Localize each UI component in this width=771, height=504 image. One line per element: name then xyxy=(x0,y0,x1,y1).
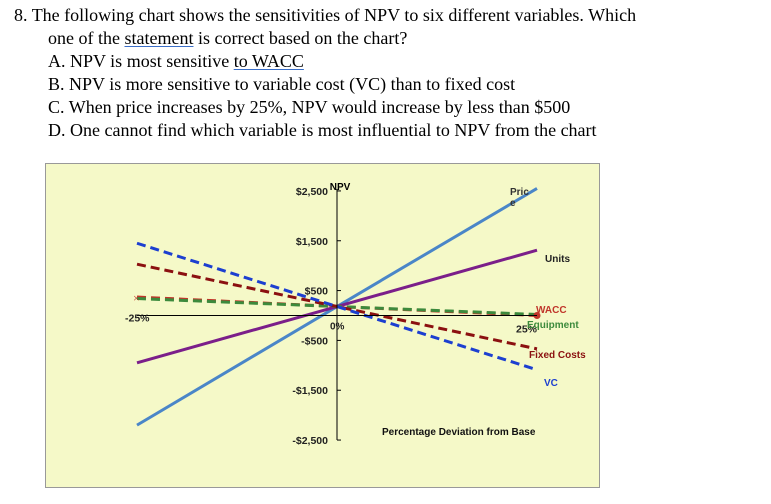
question-block: 8. The following chart shows the sensiti… xyxy=(0,0,771,150)
option-d[interactable]: D. One cannot find which variable is mos… xyxy=(48,120,597,140)
series-marker-wacc-left: × xyxy=(133,291,140,305)
y-tick-label: -$2,500 xyxy=(292,435,328,447)
x-tick-label-left: -25% xyxy=(125,312,150,324)
series-label-vc: VC xyxy=(544,378,558,389)
y-tick-label: -$500 xyxy=(301,335,328,347)
y-tick-label: -$1,500 xyxy=(292,385,328,397)
series-label-units: Units xyxy=(545,254,570,265)
x-tick-label-right: 25% xyxy=(516,323,538,335)
question-stem: 8. The following chart shows the sensiti… xyxy=(14,4,636,26)
x-tick-label-zero: 0% xyxy=(330,321,345,332)
option-c[interactable]: C. When price increases by 25%, NPV woul… xyxy=(48,97,571,117)
option-b[interactable]: B. NPV is more sensitive to variable cos… xyxy=(48,74,516,94)
series-label-equipment: Equipment xyxy=(527,320,579,331)
y-tick-label: $500 xyxy=(305,286,329,298)
x-axis-title: Percentage Deviation from Base xyxy=(382,427,536,438)
y-tick-label: $1,500 xyxy=(296,236,328,248)
plot-area xyxy=(45,163,600,488)
y-axis-title: NPV xyxy=(330,182,351,193)
question-number: 8. xyxy=(14,5,28,25)
option-a[interactable]: A. NPV is most sensitive to WACC xyxy=(48,51,304,71)
question-line1: The following chart shows the sensitivit… xyxy=(31,5,637,25)
series-label-price: Pric xyxy=(510,187,529,198)
question-line2: one of the statement is correct based on… xyxy=(48,28,408,48)
series-label-fixed-costs: Fixed Costs xyxy=(529,350,586,361)
sensitivity-chart: × $2,500 $1,500 $500 -$500 -$1,500 -$2,500 NPV… xyxy=(45,163,600,488)
option-a-link[interactable]: to WACC xyxy=(233,51,304,71)
y-tick-label: $2,500 xyxy=(296,186,328,198)
series-label-price: e xyxy=(510,198,516,209)
series-label-wacc: WACC xyxy=(536,305,567,316)
chart-svg: × $2,500 $1,500 $500 -$500 -$1,500 -$2,500 NPV… xyxy=(45,163,600,488)
statement-link[interactable]: statement xyxy=(124,28,194,48)
